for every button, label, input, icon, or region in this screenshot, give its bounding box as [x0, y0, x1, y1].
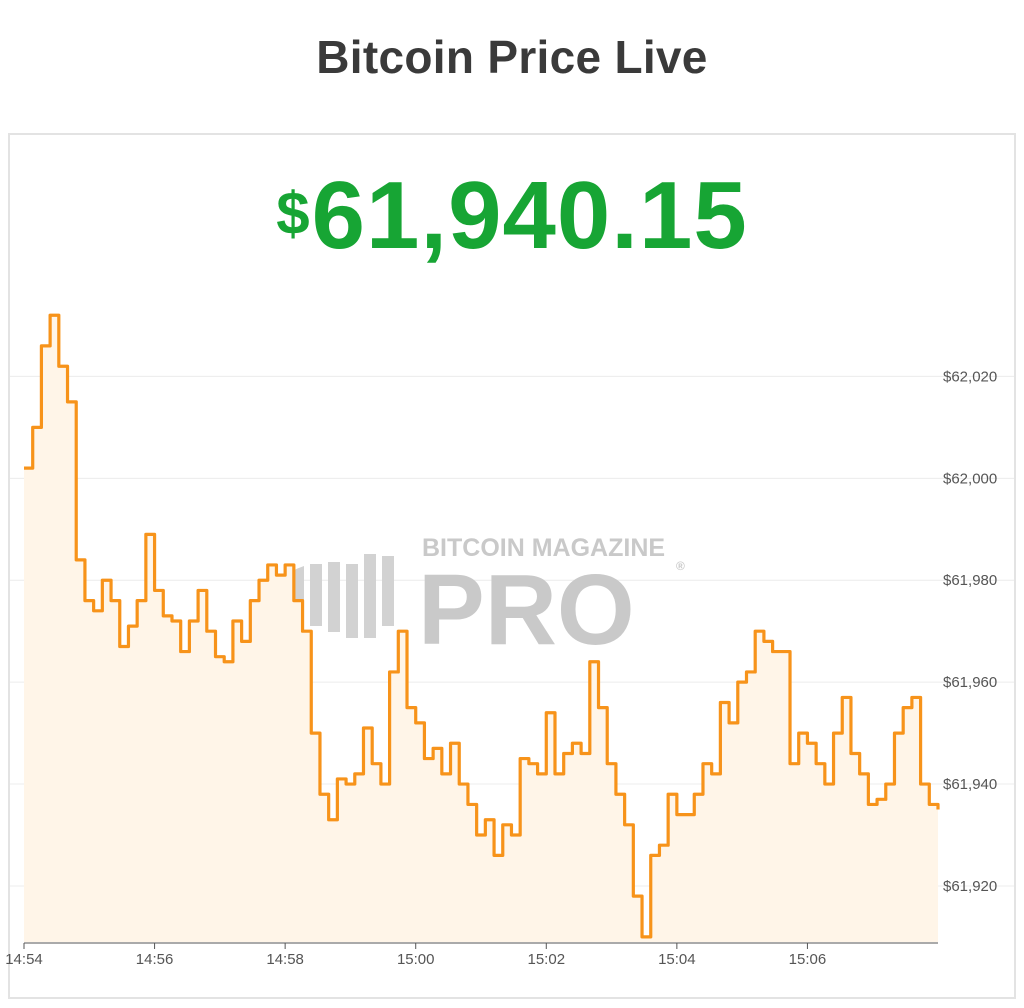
x-tick-label: 15:00: [397, 951, 435, 968]
x-tick-label: 14:54: [5, 951, 43, 968]
x-tick-label: 15:06: [789, 951, 827, 968]
x-tick-label: 14:58: [266, 951, 304, 968]
y-tick-label: $61,920: [943, 878, 997, 895]
y-tick-label: $61,940: [943, 776, 997, 793]
y-tick-label: $61,980: [943, 572, 997, 589]
price-line: [24, 313, 940, 939]
price-currency-symbol: $: [276, 180, 310, 247]
y-tick-label: $62,020: [943, 368, 997, 385]
y-tick-label: $62,000: [943, 470, 997, 487]
y-tick-label: $61,960: [943, 674, 997, 691]
watermark-logo-icon: [282, 554, 394, 638]
price-area: [24, 315, 938, 942]
x-axis: 14:54 14:56 14:58 15:00 15:02 15:04 15:06: [5, 942, 938, 968]
x-tick-label: 15:02: [528, 951, 566, 968]
watermark: BITCOIN MAGAZINE PRO ®: [282, 534, 685, 666]
watermark-top-text: BITCOIN MAGAZINE: [422, 534, 665, 562]
x-tick-label: 14:56: [136, 951, 174, 968]
watermark-main-text: PRO: [418, 554, 635, 666]
watermark-registered-mark: ®: [676, 559, 685, 573]
page-title: Bitcoin Price Live: [316, 31, 708, 83]
data-layer: [24, 313, 940, 942]
y-axis: $61,920 $61,940 $61,960 $61,980 $62,000 $62,0…: [943, 368, 997, 895]
price-amount: 61,940.15: [311, 162, 748, 269]
live-price: $61,940.15: [0, 168, 1024, 264]
x-tick-label: 15:04: [658, 951, 696, 968]
